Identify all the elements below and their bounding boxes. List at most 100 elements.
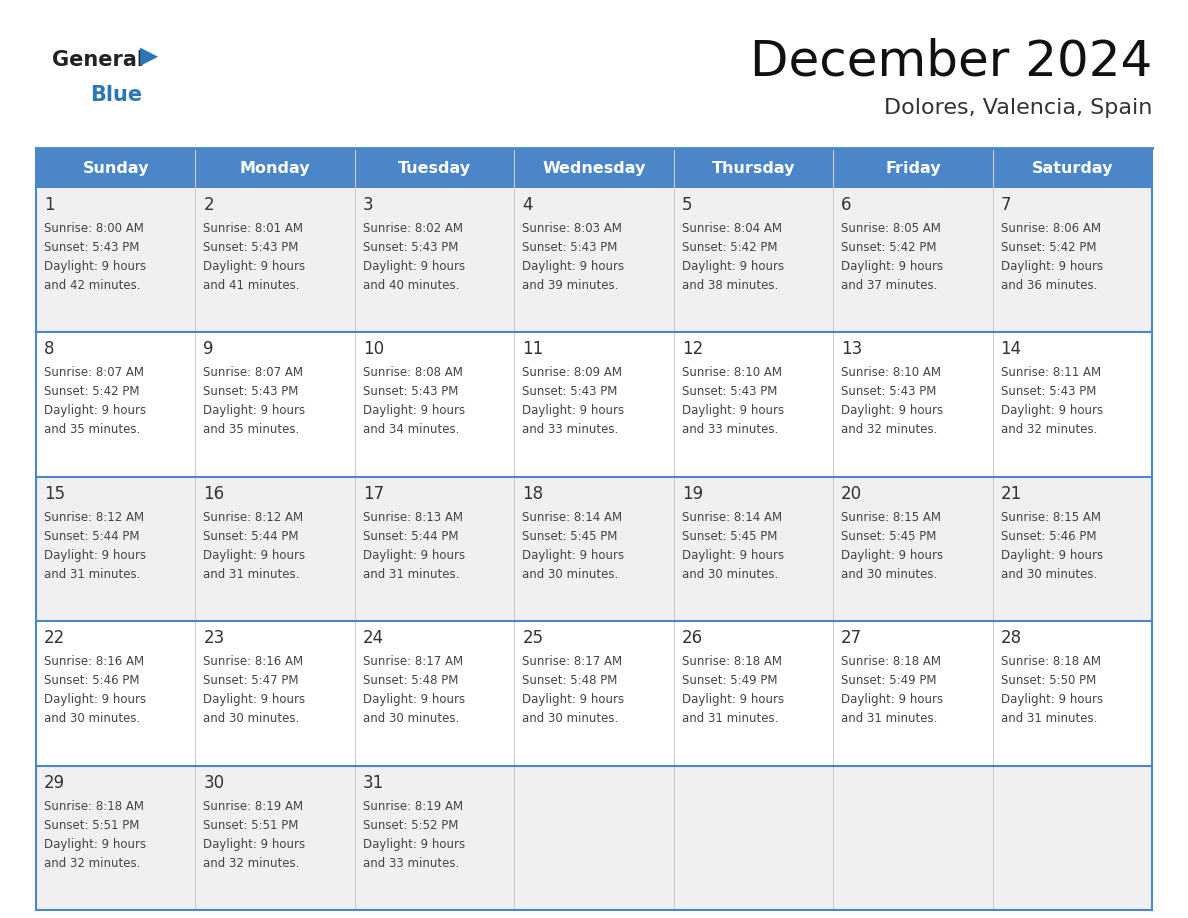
Text: Sunrise: 8:15 AM: Sunrise: 8:15 AM bbox=[841, 510, 941, 524]
Text: Sunrise: 8:15 AM: Sunrise: 8:15 AM bbox=[1000, 510, 1100, 524]
Text: Sunrise: 8:07 AM: Sunrise: 8:07 AM bbox=[44, 366, 144, 379]
Text: Daylight: 9 hours: Daylight: 9 hours bbox=[841, 405, 943, 418]
Bar bbox=[514, 148, 674, 188]
Text: Daylight: 9 hours: Daylight: 9 hours bbox=[1000, 549, 1102, 562]
Text: Blue: Blue bbox=[90, 85, 143, 105]
Text: Sunrise: 8:09 AM: Sunrise: 8:09 AM bbox=[523, 366, 623, 379]
Bar bbox=[355, 766, 514, 910]
Text: Daylight: 9 hours: Daylight: 9 hours bbox=[523, 693, 625, 706]
Text: Daylight: 9 hours: Daylight: 9 hours bbox=[841, 693, 943, 706]
Text: Daylight: 9 hours: Daylight: 9 hours bbox=[203, 260, 305, 273]
Text: 15: 15 bbox=[44, 485, 65, 503]
Text: and 39 minutes.: and 39 minutes. bbox=[523, 279, 619, 292]
Bar bbox=[833, 188, 992, 332]
Text: 26: 26 bbox=[682, 629, 703, 647]
Text: Sunset: 5:51 PM: Sunset: 5:51 PM bbox=[203, 819, 299, 832]
Text: Sunrise: 8:14 AM: Sunrise: 8:14 AM bbox=[682, 510, 782, 524]
Text: Sunset: 5:44 PM: Sunset: 5:44 PM bbox=[203, 530, 299, 543]
Text: Daylight: 9 hours: Daylight: 9 hours bbox=[523, 405, 625, 418]
Bar bbox=[514, 188, 674, 332]
Text: General: General bbox=[52, 50, 144, 70]
Text: Daylight: 9 hours: Daylight: 9 hours bbox=[1000, 693, 1102, 706]
Text: Daylight: 9 hours: Daylight: 9 hours bbox=[523, 260, 625, 273]
Text: Daylight: 9 hours: Daylight: 9 hours bbox=[682, 405, 784, 418]
Text: 18: 18 bbox=[523, 485, 543, 503]
Text: 7: 7 bbox=[1000, 196, 1011, 214]
Bar bbox=[196, 148, 355, 188]
Text: Sunrise: 8:12 AM: Sunrise: 8:12 AM bbox=[44, 510, 144, 524]
Bar bbox=[992, 476, 1152, 621]
Bar bbox=[833, 766, 992, 910]
Text: Sunrise: 8:01 AM: Sunrise: 8:01 AM bbox=[203, 222, 303, 235]
Text: 28: 28 bbox=[1000, 629, 1022, 647]
Text: and 36 minutes.: and 36 minutes. bbox=[1000, 279, 1097, 292]
Bar bbox=[36, 188, 196, 332]
Text: Sunrise: 8:05 AM: Sunrise: 8:05 AM bbox=[841, 222, 941, 235]
Text: Sunset: 5:43 PM: Sunset: 5:43 PM bbox=[362, 386, 459, 398]
Text: Sunrise: 8:12 AM: Sunrise: 8:12 AM bbox=[203, 510, 304, 524]
Text: Sunset: 5:42 PM: Sunset: 5:42 PM bbox=[841, 241, 936, 254]
Text: 16: 16 bbox=[203, 485, 225, 503]
Text: Sunset: 5:48 PM: Sunset: 5:48 PM bbox=[523, 674, 618, 688]
Text: 4: 4 bbox=[523, 196, 532, 214]
Text: Sunset: 5:42 PM: Sunset: 5:42 PM bbox=[44, 386, 139, 398]
Text: Thursday: Thursday bbox=[712, 161, 795, 175]
Text: Sunset: 5:45 PM: Sunset: 5:45 PM bbox=[523, 530, 618, 543]
Text: Sunrise: 8:10 AM: Sunrise: 8:10 AM bbox=[841, 366, 941, 379]
Text: Sunrise: 8:08 AM: Sunrise: 8:08 AM bbox=[362, 366, 463, 379]
Text: and 30 minutes.: and 30 minutes. bbox=[1000, 568, 1097, 581]
Text: Sunrise: 8:17 AM: Sunrise: 8:17 AM bbox=[362, 655, 463, 668]
Bar bbox=[674, 332, 833, 476]
Text: Sunrise: 8:18 AM: Sunrise: 8:18 AM bbox=[44, 800, 144, 812]
Bar bbox=[355, 476, 514, 621]
Text: 30: 30 bbox=[203, 774, 225, 791]
Text: 9: 9 bbox=[203, 341, 214, 358]
Text: Sunrise: 8:18 AM: Sunrise: 8:18 AM bbox=[841, 655, 941, 668]
Bar bbox=[355, 332, 514, 476]
Text: Daylight: 9 hours: Daylight: 9 hours bbox=[682, 693, 784, 706]
Bar bbox=[514, 476, 674, 621]
Bar bbox=[196, 332, 355, 476]
Text: Saturday: Saturday bbox=[1031, 161, 1113, 175]
Text: Sunset: 5:49 PM: Sunset: 5:49 PM bbox=[682, 674, 777, 688]
Text: 24: 24 bbox=[362, 629, 384, 647]
Text: Sunset: 5:43 PM: Sunset: 5:43 PM bbox=[203, 386, 299, 398]
Text: Daylight: 9 hours: Daylight: 9 hours bbox=[362, 405, 465, 418]
Text: and 30 minutes.: and 30 minutes. bbox=[362, 712, 459, 725]
Text: Sunrise: 8:04 AM: Sunrise: 8:04 AM bbox=[682, 222, 782, 235]
Text: ▶: ▶ bbox=[140, 44, 158, 68]
Text: Sunset: 5:42 PM: Sunset: 5:42 PM bbox=[682, 241, 777, 254]
Text: and 40 minutes.: and 40 minutes. bbox=[362, 279, 460, 292]
Text: Daylight: 9 hours: Daylight: 9 hours bbox=[362, 693, 465, 706]
Text: Sunrise: 8:17 AM: Sunrise: 8:17 AM bbox=[523, 655, 623, 668]
Text: and 41 minutes.: and 41 minutes. bbox=[203, 279, 299, 292]
Text: Daylight: 9 hours: Daylight: 9 hours bbox=[362, 260, 465, 273]
Text: Sunset: 5:43 PM: Sunset: 5:43 PM bbox=[203, 241, 299, 254]
Text: and 32 minutes.: and 32 minutes. bbox=[1000, 423, 1097, 436]
Text: 2: 2 bbox=[203, 196, 214, 214]
Text: 21: 21 bbox=[1000, 485, 1022, 503]
Text: Daylight: 9 hours: Daylight: 9 hours bbox=[682, 260, 784, 273]
Bar bbox=[833, 621, 992, 766]
Bar bbox=[355, 188, 514, 332]
Text: and 35 minutes.: and 35 minutes. bbox=[203, 423, 299, 436]
Text: Sunset: 5:51 PM: Sunset: 5:51 PM bbox=[44, 819, 139, 832]
Bar bbox=[674, 148, 833, 188]
Text: Sunset: 5:47 PM: Sunset: 5:47 PM bbox=[203, 674, 299, 688]
Text: Daylight: 9 hours: Daylight: 9 hours bbox=[203, 693, 305, 706]
Text: Sunset: 5:43 PM: Sunset: 5:43 PM bbox=[44, 241, 139, 254]
Text: and 33 minutes.: and 33 minutes. bbox=[362, 856, 459, 869]
Text: Sunset: 5:43 PM: Sunset: 5:43 PM bbox=[523, 241, 618, 254]
Text: Monday: Monday bbox=[240, 161, 310, 175]
Text: and 35 minutes.: and 35 minutes. bbox=[44, 423, 140, 436]
Text: Sunrise: 8:18 AM: Sunrise: 8:18 AM bbox=[1000, 655, 1100, 668]
Text: Daylight: 9 hours: Daylight: 9 hours bbox=[44, 405, 146, 418]
Text: 22: 22 bbox=[44, 629, 65, 647]
Text: Sunday: Sunday bbox=[82, 161, 148, 175]
Text: Daylight: 9 hours: Daylight: 9 hours bbox=[362, 837, 465, 851]
Text: and 30 minutes.: and 30 minutes. bbox=[523, 568, 619, 581]
Text: Sunrise: 8:19 AM: Sunrise: 8:19 AM bbox=[203, 800, 304, 812]
Text: Wednesday: Wednesday bbox=[542, 161, 646, 175]
Text: Sunset: 5:46 PM: Sunset: 5:46 PM bbox=[1000, 530, 1097, 543]
Text: and 32 minutes.: and 32 minutes. bbox=[203, 856, 299, 869]
